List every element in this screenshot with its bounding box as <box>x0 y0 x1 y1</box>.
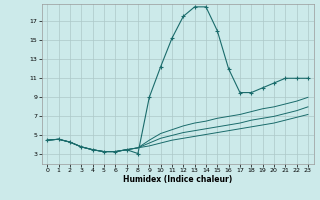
X-axis label: Humidex (Indice chaleur): Humidex (Indice chaleur) <box>123 175 232 184</box>
